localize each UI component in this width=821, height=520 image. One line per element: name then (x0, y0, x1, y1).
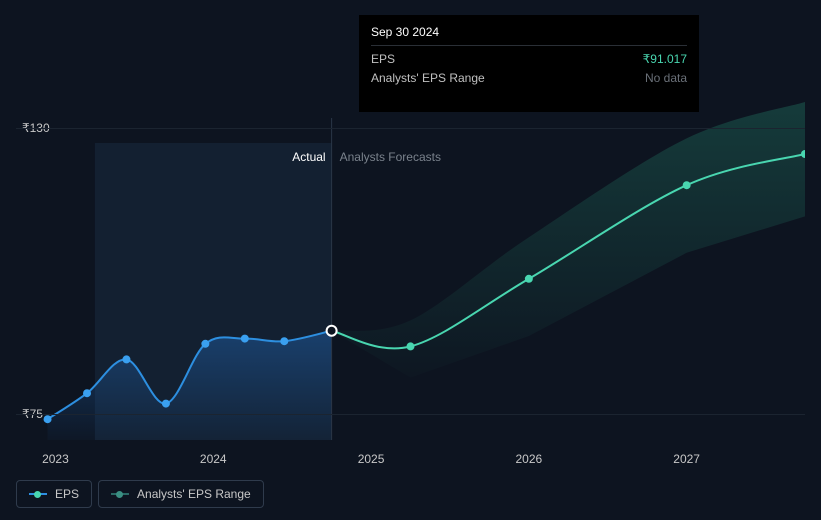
tooltip-key-eps: EPS (371, 50, 643, 69)
gridline (16, 128, 805, 129)
x-tick-label: 2026 (515, 452, 542, 466)
legend-label: EPS (55, 487, 79, 501)
legend-item-range[interactable]: Analysts' EPS Range (98, 480, 264, 508)
tooltip-val-eps: ₹91.017 (643, 50, 687, 69)
section-label-actual: Actual (282, 150, 326, 164)
legend-label: Analysts' EPS Range (137, 487, 251, 501)
x-tick-label: 2024 (200, 452, 227, 466)
legend-swatch-icon (29, 493, 47, 495)
chart-legend: EPS Analysts' EPS Range (16, 480, 264, 508)
legend-swatch-icon (111, 493, 129, 495)
tooltip-val-range: No data (645, 69, 687, 88)
x-tick-label: 2023 (42, 452, 69, 466)
x-tick-label: 2025 (358, 452, 385, 466)
tooltip-title: Sep 30 2024 (371, 25, 687, 46)
x-tick-label: 2027 (673, 452, 700, 466)
chart-tooltip: Sep 30 2024 EPS ₹91.017 Analysts' EPS Ra… (359, 15, 699, 112)
section-label-forecast: Analysts Forecasts (340, 150, 441, 164)
legend-item-eps[interactable]: EPS (16, 480, 92, 508)
gridline (16, 414, 805, 415)
tooltip-key-range: Analysts' EPS Range (371, 69, 645, 88)
